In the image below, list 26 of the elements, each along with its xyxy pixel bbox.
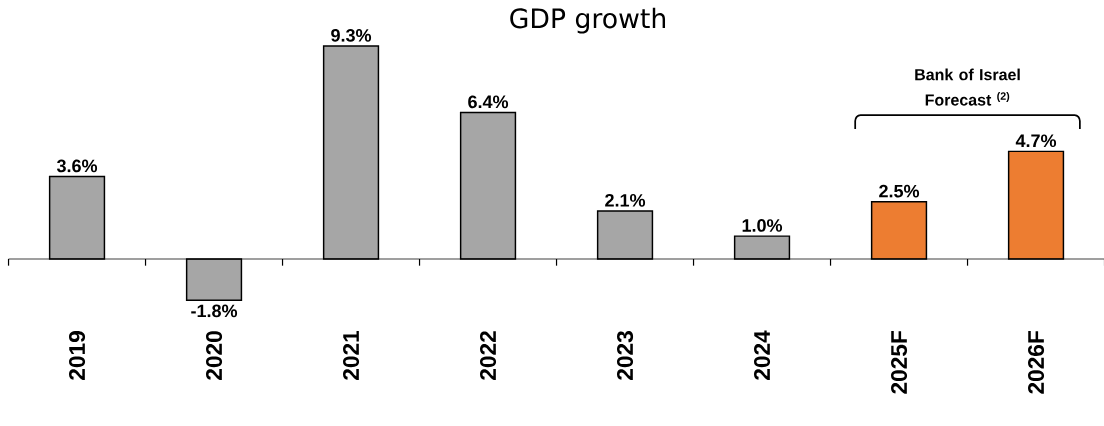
x-tick-label: 2021	[343, 330, 360, 380]
bar	[1007, 150, 1065, 260]
data-label: 2.5%	[879, 184, 920, 198]
x-tick-label: 2019	[69, 331, 86, 380]
bar	[596, 210, 654, 260]
chart-title: GDP growth	[510, 7, 666, 34]
annotation: Bank of Israel Forecast $^{(2)}$	[915, 68, 1020, 106]
bar	[48, 175, 106, 260]
data-label: 6.4%	[468, 95, 509, 109]
data-label: 4.7%	[1015, 134, 1057, 148]
data-label: -1.8%	[191, 304, 238, 318]
data-label: 3.6%	[56, 159, 98, 173]
bar	[322, 45, 380, 260]
x-tick-label: 2023	[616, 331, 634, 380]
x-tick-label: 2020	[206, 331, 223, 380]
bar	[870, 201, 928, 260]
x-tick-label: 2022	[480, 331, 497, 380]
x-tick-label: 2025F	[891, 331, 908, 394]
data-label: 9.3%	[331, 29, 372, 42]
bar	[185, 258, 243, 301]
x-tick-label: 2024	[754, 330, 771, 380]
data-label: 1.0%	[742, 219, 783, 232]
data-label: 2.1%	[605, 193, 646, 207]
bar	[459, 111, 517, 260]
bar	[733, 235, 791, 260]
x-tick-label: 2026F	[1028, 331, 1045, 394]
